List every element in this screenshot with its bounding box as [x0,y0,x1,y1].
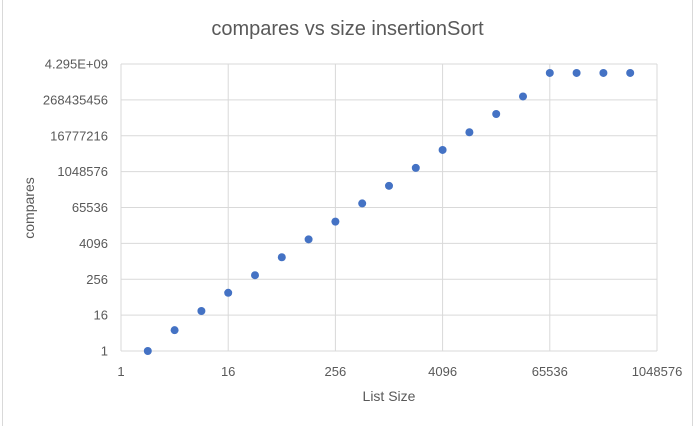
x-tick-label: 16 [221,364,235,379]
y-tick-labels: 1 16 256 4096 65536 1048576 16777216 268435456 4… [43,57,108,359]
x-tick-label: 256 [325,364,347,379]
data-point [599,68,608,77]
data-point [331,217,340,226]
y-tick-label: 256 [86,272,108,287]
data-point [143,347,152,355]
data-point [438,145,447,154]
right-edge-line [692,0,693,426]
x-tick-label: 1 [117,364,124,379]
y-tick-label: 16777216 [50,128,108,143]
data-point [385,181,393,190]
data-points [143,68,635,355]
x-tick-label: 4096 [428,364,457,379]
data-point [304,235,313,244]
data-point [572,68,581,77]
x-tick-label: 1048576 [632,364,683,379]
x-tick-label: 65536 [532,364,568,379]
data-point [277,253,286,262]
data-point [251,271,259,280]
y-tick-label: 16 [94,308,108,323]
data-point [492,110,501,119]
left-edge-line [2,0,3,426]
gridlines [120,63,658,352]
y-tick-label: 1048576 [57,164,108,179]
data-point [626,68,635,77]
y-tick-label: 4.295E+09 [45,57,108,72]
data-point [358,199,367,208]
data-point [465,128,474,137]
y-tick-label: 4096 [79,236,108,251]
x-tick-labels: 1 16 256 4096 65536 1048576 [117,364,682,379]
x-axis-title: List Size [363,388,416,404]
data-point [224,288,233,297]
chart-title: compares vs size insertionSort [211,18,484,40]
data-point [545,68,554,77]
y-axis-title: compares [21,177,37,238]
y-tick-label: 65536 [72,200,108,215]
data-point [170,326,179,335]
data-point [197,307,206,316]
data-point [411,163,420,172]
y-tick-label: 268435456 [43,92,108,107]
data-point [519,92,527,101]
y-tick-label: 1 [101,344,108,359]
